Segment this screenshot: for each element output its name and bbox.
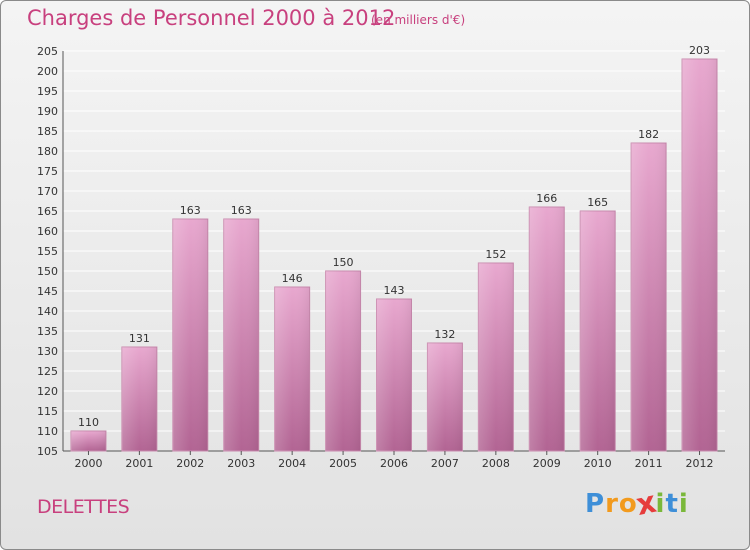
- x-tick-label: 2006: [380, 457, 408, 470]
- y-tick-label: 205: [37, 45, 58, 58]
- y-tick-label: 175: [37, 165, 58, 178]
- bar-highlight: [478, 263, 514, 451]
- bar-value-label: 166: [536, 192, 557, 205]
- bar-highlight: [631, 143, 667, 451]
- y-tick-label: 155: [37, 245, 58, 258]
- bar-value-label: 182: [638, 128, 659, 141]
- bar-value-label: 150: [333, 256, 354, 269]
- bar-value-label: 132: [434, 328, 455, 341]
- bar-value-label: 146: [282, 272, 303, 285]
- bar-value-label: 110: [78, 416, 99, 429]
- bar-highlight: [325, 271, 361, 451]
- bar-highlight: [529, 207, 565, 451]
- x-tick-label: 2001: [125, 457, 153, 470]
- bar-value-label: 131: [129, 332, 150, 345]
- bar-highlight: [682, 59, 718, 451]
- y-tick-label: 105: [37, 445, 58, 458]
- logo-letter: t: [665, 489, 679, 519]
- x-tick-labels: 2000 2001 2002 2003 2004 2005 2006 2007 2008 2009…: [74, 451, 714, 470]
- y-tick-label: 150: [37, 265, 58, 278]
- logo-letter: P: [585, 489, 606, 519]
- x-tick-label: 2002: [176, 457, 204, 470]
- bar-highlight: [580, 211, 616, 451]
- bar-value-label: 143: [384, 284, 405, 297]
- y-tick-label: 130: [37, 345, 58, 358]
- x-tick-label: 2008: [482, 457, 510, 470]
- x-tick-label: 2004: [278, 457, 306, 470]
- bar-highlight: [172, 219, 208, 451]
- y-tick-label: 195: [37, 85, 58, 98]
- x-tick-label: 2011: [635, 457, 663, 470]
- bar-highlight: [427, 343, 463, 451]
- chart-subtitle: (en milliers d'€): [371, 13, 466, 27]
- bar-value-label: 165: [587, 196, 608, 209]
- bar-highlight: [121, 347, 157, 451]
- value-labels: 110 131 163 163 146 150 143 132 152 166 165 182 203: [78, 44, 710, 429]
- x-tick-label: 2000: [74, 457, 102, 470]
- logo-letter: i: [655, 489, 666, 519]
- y-tick-label: 170: [37, 185, 58, 198]
- y-tick-label: 135: [37, 325, 58, 338]
- bar-value-label: 163: [231, 204, 252, 217]
- bar-highlight: [70, 431, 106, 451]
- y-tick-labels: 105 110 115 120 125 130 135 140 145 150 155 160 165 1…: [37, 45, 58, 458]
- x-tick-label: 2010: [584, 457, 612, 470]
- y-tick-label: 140: [37, 305, 58, 318]
- y-tick-label: 115: [37, 405, 58, 418]
- logo-letter: r: [605, 489, 619, 519]
- x-tick-label: 2003: [227, 457, 255, 470]
- bar-value-label: 163: [180, 204, 201, 217]
- y-tick-label: 145: [37, 285, 58, 298]
- y-tick-label: 185: [37, 125, 58, 138]
- bar-highlight: [223, 219, 259, 451]
- y-tick-label: 200: [37, 65, 58, 78]
- y-tick-label: 180: [37, 145, 58, 158]
- logo-letter: i: [678, 489, 689, 519]
- bar-value-label: 203: [689, 44, 710, 57]
- y-tick-label: 110: [37, 425, 58, 438]
- y-tick-label: 125: [37, 365, 58, 378]
- x-tick-label: 2009: [533, 457, 561, 470]
- x-tick-label: 2007: [431, 457, 459, 470]
- bar-highlight: [376, 299, 412, 451]
- logo-letter: o: [618, 489, 638, 519]
- place-name: DELETTES: [37, 496, 130, 518]
- bars: [70, 58, 718, 452]
- chart-title: Charges de Personnel 2000 à 2012: [27, 6, 396, 30]
- y-tick-label: 190: [37, 105, 58, 118]
- proxiti-logo: Proxiti: [585, 485, 689, 523]
- y-tick-label: 165: [37, 205, 58, 218]
- x-tick-label: 2005: [329, 457, 357, 470]
- bar-highlight: [274, 287, 310, 451]
- x-tick-label: 2012: [686, 457, 714, 470]
- y-tick-label: 160: [37, 225, 58, 238]
- bar-value-label: 152: [485, 248, 506, 261]
- y-tick-label: 120: [37, 385, 58, 398]
